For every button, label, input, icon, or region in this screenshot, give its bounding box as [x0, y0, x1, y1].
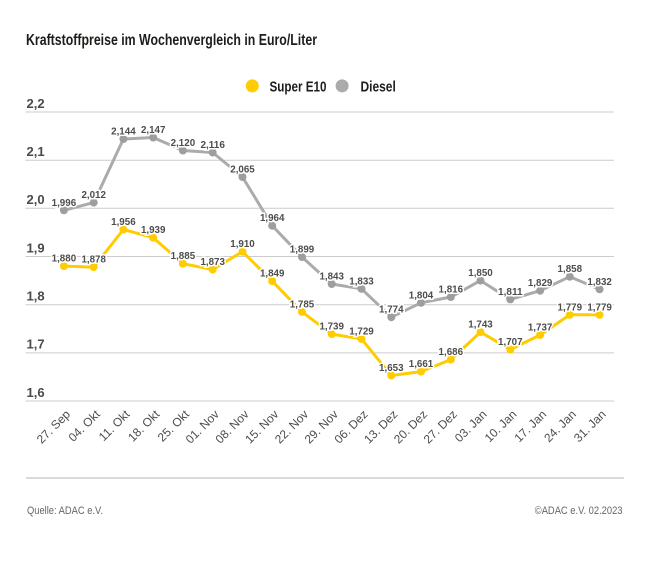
svg-text:1,816: 1,816	[439, 284, 464, 296]
svg-text:2,0: 2,0	[27, 192, 45, 207]
svg-text:1,707: 1,707	[498, 336, 523, 348]
svg-text:1,739: 1,739	[319, 321, 344, 333]
svg-text:1,7: 1,7	[27, 337, 45, 352]
svg-text:1,9: 1,9	[27, 240, 45, 255]
svg-text:1,843: 1,843	[319, 271, 344, 283]
svg-text:©ADAC e.V. 02.2023: ©ADAC e.V. 02.2023	[535, 505, 623, 517]
svg-text:1,811: 1,811	[498, 286, 523, 298]
svg-text:2,147: 2,147	[141, 124, 166, 136]
svg-text:1,686: 1,686	[439, 346, 464, 358]
svg-text:1,833: 1,833	[349, 275, 374, 287]
svg-text:1,885: 1,885	[171, 250, 196, 262]
svg-text:1,779: 1,779	[558, 301, 583, 313]
svg-text:1,785: 1,785	[290, 298, 315, 310]
svg-text:1,880: 1,880	[52, 253, 77, 265]
svg-text:1,899: 1,899	[290, 244, 315, 256]
svg-text:Kraftstoffpreise im Wochenverg: Kraftstoffpreise im Wochenvergleich in E…	[26, 32, 317, 49]
svg-text:1,873: 1,873	[200, 256, 225, 268]
svg-text:1,964: 1,964	[260, 212, 285, 224]
svg-text:1,804: 1,804	[409, 289, 434, 301]
svg-text:1,779: 1,779	[587, 301, 612, 313]
svg-text:1,858: 1,858	[558, 263, 583, 275]
svg-text:1,774: 1,774	[379, 304, 404, 316]
svg-text:1,653: 1,653	[379, 362, 404, 374]
svg-text:Diesel: Diesel	[361, 79, 396, 96]
svg-text:1,878: 1,878	[81, 254, 106, 266]
svg-text:1,849: 1,849	[260, 268, 285, 280]
svg-text:2,1: 2,1	[27, 144, 45, 159]
svg-text:2,012: 2,012	[81, 189, 106, 201]
svg-text:Super E10: Super E10	[270, 79, 327, 96]
svg-text:2,065: 2,065	[230, 164, 255, 176]
svg-text:1,996: 1,996	[52, 197, 77, 209]
svg-text:1,661: 1,661	[409, 358, 434, 370]
svg-text:1,910: 1,910	[230, 238, 255, 250]
svg-text:1,743: 1,743	[468, 319, 493, 331]
svg-text:1,850: 1,850	[468, 267, 493, 279]
svg-text:1,939: 1,939	[141, 224, 166, 236]
svg-text:2,120: 2,120	[171, 137, 196, 149]
svg-text:1,737: 1,737	[528, 322, 553, 334]
svg-text:Quelle: ADAC e.V.: Quelle: ADAC e.V.	[27, 505, 103, 517]
svg-text:2,2: 2,2	[27, 96, 45, 111]
svg-text:1,832: 1,832	[587, 276, 612, 288]
svg-text:1,829: 1,829	[528, 277, 553, 289]
svg-text:2,116: 2,116	[200, 139, 225, 151]
svg-text:1,8: 1,8	[27, 289, 45, 304]
svg-text:1,729: 1,729	[349, 325, 374, 337]
svg-text:2,144: 2,144	[111, 126, 136, 138]
svg-text:1,956: 1,956	[111, 216, 136, 228]
svg-text:1,6: 1,6	[27, 385, 45, 400]
